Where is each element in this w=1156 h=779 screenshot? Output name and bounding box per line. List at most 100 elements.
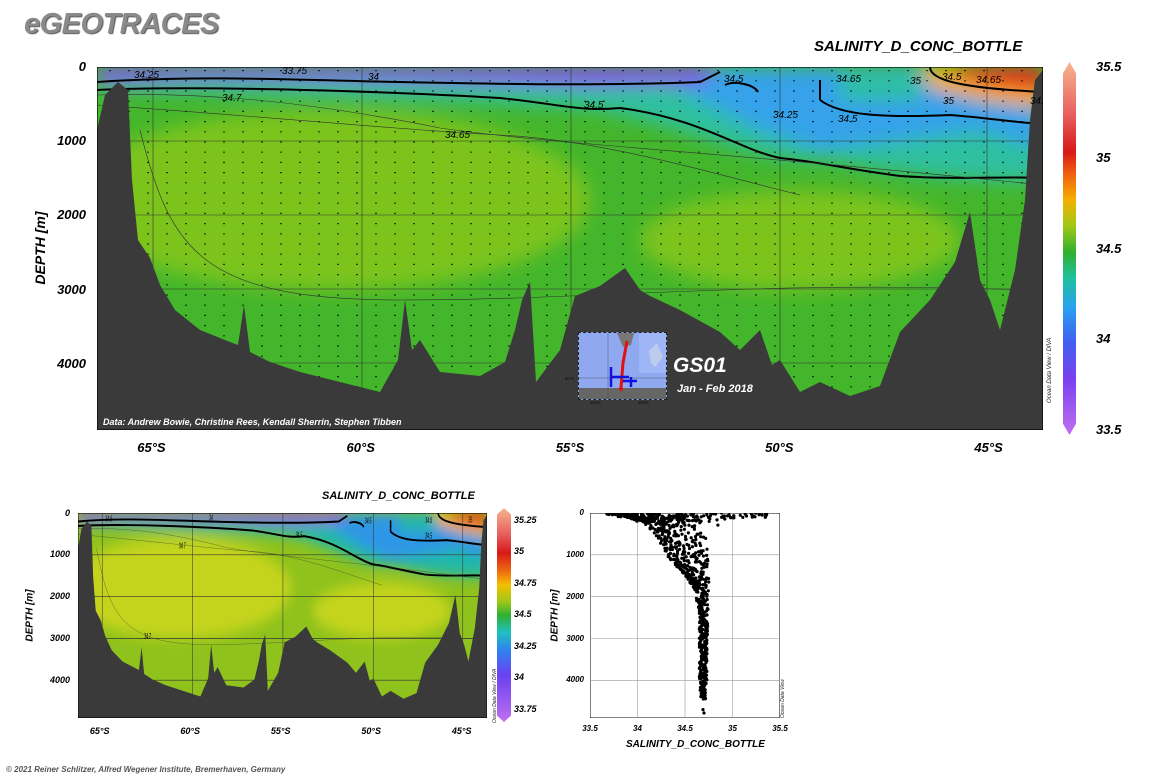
scatter-point: [702, 514, 706, 518]
scatter-point: [677, 543, 681, 547]
main-x-tick: 65°S: [137, 440, 166, 456]
scatter-point: [682, 559, 686, 563]
main-colorbar-tick: 35.5: [1096, 59, 1122, 75]
scatter-point: [687, 546, 692, 551]
contour-34-65: [78, 534, 382, 586]
scatter-point: [705, 513, 709, 517]
scatter-point: [701, 554, 705, 558]
scatter-point: [687, 561, 691, 565]
main-colorbar: [1063, 62, 1076, 435]
small-colorbar-tick: 35.25: [514, 514, 537, 525]
small-y-tick: 4000: [49, 674, 70, 685]
main-colorbar-tick: 33.5: [1096, 422, 1122, 438]
contour-34-7: [97, 94, 1043, 186]
scatter-point: [692, 573, 696, 577]
scatter-point: [669, 539, 673, 544]
main-y-axis-label: DEPTH [m]: [32, 211, 48, 285]
copyright-footer: © 2021 Reiner Schlitzer, Alfred Wegener …: [6, 765, 286, 774]
field-green-patch: [840, 72, 920, 100]
contour-label: 34.65: [445, 130, 470, 141]
scatter-y-tick: 2000: [566, 591, 584, 601]
scatter-point: [708, 517, 712, 521]
contour-label: 34.7: [144, 632, 151, 641]
contour-label: 34.5: [425, 532, 432, 541]
main-chart-title: SALINITY_D_CONC_BOTTLE: [814, 38, 1023, 55]
small-colorbar-tick: 35: [514, 546, 525, 557]
contour-label: 34.5: [584, 100, 604, 111]
bathymetry: [78, 514, 487, 718]
small-colorbar-tick: 34.25: [514, 640, 537, 651]
main-watermark: Ocean Data View / DIVA: [1047, 337, 1053, 403]
contour-label: 34.7: [1030, 96, 1043, 107]
field-green-patch: [399, 515, 434, 532]
scatter-point: [682, 556, 686, 560]
scatter-point: [607, 513, 611, 517]
scatter-point: [701, 572, 705, 576]
main-colorbar-tick: 34: [1096, 331, 1111, 347]
field-red: [950, 67, 1043, 92]
scatter-point: [707, 519, 711, 523]
scatter-point: [703, 636, 707, 640]
scatter-watermark: Ocean Data View: [780, 679, 786, 718]
scatter-point: [714, 513, 718, 516]
scatter-point: [671, 557, 675, 562]
field-core-2: [640, 190, 960, 290]
scatter-point: [654, 522, 658, 527]
scatter-point: [705, 594, 709, 598]
scatter-point: [753, 515, 757, 519]
small-colorbar-tick: 33.75: [514, 703, 537, 714]
scatter-point: [675, 517, 679, 522]
small-section-plot: 34.6 34 34.5 34.7 34.5 34.6 34.5 35 34.7: [78, 513, 487, 718]
main-x-tick: 55°S: [555, 440, 585, 456]
scatter-point: [693, 560, 697, 564]
scatter-y-tick: 1000: [566, 550, 584, 559]
scatter-point: [668, 526, 672, 530]
contour-34-7-deep: [96, 548, 482, 645]
scatter-point: [674, 546, 678, 550]
main-y-tick: 3000: [57, 281, 86, 297]
scatter-point: [681, 544, 685, 548]
inset-lon-label: 130°E: [590, 400, 601, 405]
scatter-point: [757, 513, 761, 516]
scatter-point: [682, 527, 686, 531]
scatter-point: [690, 545, 694, 549]
scatter-point: [686, 577, 690, 581]
small-colorbar: [497, 508, 511, 722]
scatter-point: [679, 525, 683, 529]
contour-label: 34.25: [773, 110, 798, 121]
scatter-point: [680, 532, 684, 536]
cruise-label: GS01: [673, 354, 727, 377]
scatter-point: [662, 542, 666, 547]
scatter-point: [648, 527, 652, 531]
scatter-point: [701, 577, 706, 581]
field-core: [78, 537, 292, 639]
scatter-point: [664, 530, 668, 534]
contour-label: 34.7: [179, 542, 186, 551]
scatter-point: [688, 565, 692, 569]
contour-34-5-upper: [389, 520, 487, 547]
contour-35: [437, 513, 487, 529]
small-x-tick: 50°S: [361, 725, 381, 736]
scatter-point: [704, 629, 708, 633]
scatter-plot: [590, 513, 780, 718]
scatter-point: [702, 711, 706, 715]
scatter-point: [705, 547, 709, 551]
scatter-point: [705, 603, 710, 607]
scatter-point: [703, 603, 707, 607]
scatter-point: [610, 513, 615, 517]
contour-34: [78, 514, 348, 524]
small-y-tick: 1000: [49, 549, 70, 560]
scatter-point: [697, 575, 702, 579]
scatter-point: [699, 535, 703, 539]
scatter-point: [741, 515, 745, 519]
small-x-tick: 55°S: [270, 725, 291, 736]
contour-label: 34.65: [976, 75, 1001, 86]
scatter-point: [666, 535, 670, 539]
contour-label: 35: [910, 76, 922, 87]
field-core: [97, 110, 590, 290]
scatter-point: [684, 537, 688, 541]
scatter-point: [699, 630, 704, 634]
scatter-point: [654, 534, 658, 538]
contour-label: 34.5: [942, 72, 962, 83]
scatter-point: [663, 517, 667, 521]
